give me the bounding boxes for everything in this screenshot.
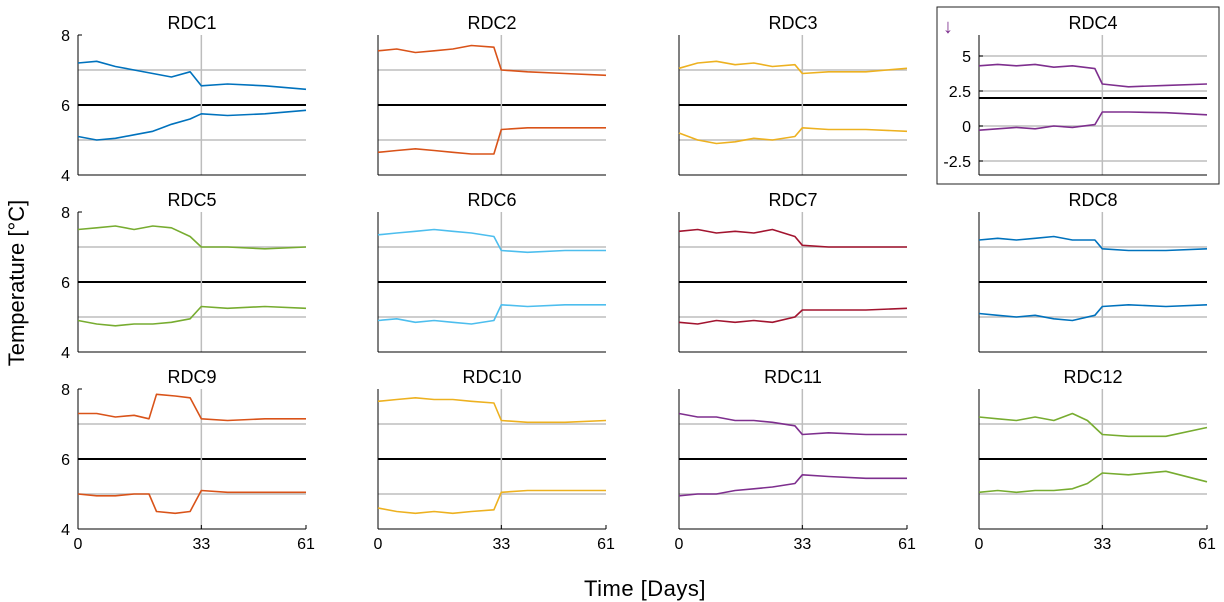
x-tick-label: 61 [1198,536,1216,553]
panel-rdc7: RDC7 [678,190,908,353]
panel-title: RDC6 [467,190,516,210]
x-tick-label: 33 [1093,536,1111,553]
panel-title: RDC12 [1063,367,1122,387]
panel-rdc6: RDC6 [377,190,606,353]
panel-rdc10: RDC10 0 33 61 [374,367,615,553]
y-tick-label: 5 [962,49,971,66]
series-line-1 [77,225,307,250]
series-line-2 [77,109,307,141]
panel-title: RDC2 [467,13,516,33]
x-tick-label: 0 [374,536,383,553]
series-line-1 [377,44,607,77]
y-tick-label: 4 [61,168,70,185]
series-line-2 [377,127,606,155]
panel-rdc5: RDC5 4 6 8 [61,190,307,362]
panel-title: RDC9 [167,367,216,387]
panel-title: RDC10 [462,367,521,387]
x-tick-label: 61 [898,536,916,553]
x-tick-label: 0 [74,536,83,553]
panel-title: RDC5 [167,190,216,210]
figure-xlabel: Time [Days] [584,576,706,601]
y-tick-label: 6 [61,98,70,115]
series-line-1 [377,396,607,424]
series-line-1 [678,412,907,436]
series-line-2 [77,489,306,515]
x-tick-label: 61 [297,536,315,553]
series-line-2 [377,303,606,325]
panel-rdc4: ↓ RDC4 -2.5 0 2.5 5 [936,6,1220,185]
y-tick-label: 8 [61,28,70,45]
x-tick-label: 0 [675,536,684,553]
panel-rdc12: RDC12 0 33 61 [975,367,1216,553]
series-line-2 [377,489,606,515]
series-line-2 [978,303,1208,322]
figure-ylabel: Temperature [°C] [4,200,29,367]
y-tick-label: 2.5 [949,84,971,101]
series-line-2 [77,305,307,327]
panel-title: RDC3 [768,13,817,33]
x-tick-label: 33 [492,536,510,553]
series-line-2 [678,473,907,497]
y-tick-label: 4 [61,522,70,539]
series-line-2 [678,127,908,145]
panels-group: RDC1 4 6 8 RDC2 RDC3 ↓ RDC4 -2.5 0 2.5 5 RDC5 4 6 8 RDC6… [61,6,1220,553]
panel-title: RDC1 [167,13,216,33]
series-line-1 [678,60,908,75]
x-tick-label: 33 [793,536,811,553]
panel-title: RDC8 [1068,190,1117,210]
panel-rdc2: RDC2 [377,13,607,176]
series-line-1 [77,60,307,91]
y-tick-label: 4 [61,345,70,362]
panel-rdc9: RDC9 4 6 8 0 33 61 [61,367,315,553]
y-tick-label: 6 [61,275,70,292]
panel-frame [936,6,1220,185]
panel-rdc1: RDC1 4 6 8 [61,13,307,185]
series-line-1 [78,393,306,422]
y-tick-label: 6 [61,452,70,469]
y-tick-label: -2.5 [943,154,971,171]
x-tick-label: 33 [192,536,210,553]
series-line-2 [978,111,1208,131]
panel-title: RDC7 [768,190,817,210]
y-tick-label: 8 [61,382,70,399]
panel-rdc11: RDC11 0 33 61 [675,367,916,553]
series-line-1 [377,228,606,254]
panel-rdc8: RDC8 [978,190,1208,353]
series-line-2 [978,470,1208,494]
series-line-1 [678,228,907,248]
panel-title: RDC4 [1068,13,1117,33]
panel-title: RDC11 [764,367,822,387]
arrow-icon: ↓ [943,16,953,38]
y-tick-label: 0 [962,119,971,136]
x-tick-label: 0 [975,536,984,553]
series-line-2 [678,307,908,325]
y-tick-label: 8 [61,205,70,222]
x-tick-label: 61 [597,536,615,553]
series-line-1 [978,412,1208,438]
panel-rdc3: RDC3 [678,13,908,176]
series-line-1 [978,235,1208,252]
series-line-1 [978,63,1208,88]
